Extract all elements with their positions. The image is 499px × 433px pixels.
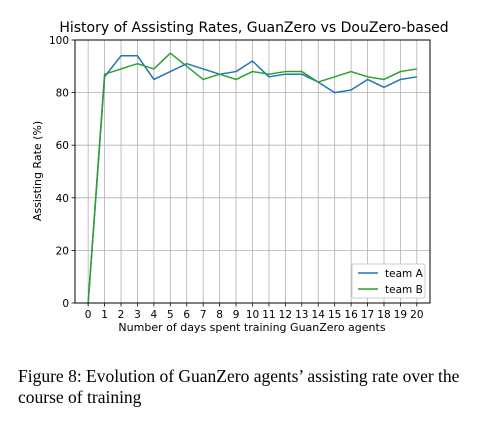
x-axis-label: Number of days spent training GuanZero a…: [118, 321, 385, 334]
x-tick-label: 1: [101, 309, 108, 321]
y-tick-label: 40: [56, 193, 69, 205]
x-tick-label: 11: [262, 309, 275, 321]
x-tick-label: 2: [118, 309, 125, 321]
y-tick-label: 0: [62, 298, 69, 310]
x-tick-label: 15: [328, 309, 341, 321]
x-tick-label: 18: [377, 309, 390, 321]
x-tick-label: 0: [85, 309, 92, 321]
line-chart: History of Assisting Rates, GuanZero vs …: [31, 20, 449, 334]
x-tick-label: 20: [410, 309, 423, 321]
y-tick-label: 80: [56, 88, 69, 100]
x-tick-label: 16: [344, 309, 358, 321]
x-tick-label: 8: [216, 309, 223, 321]
y-tick-label: 20: [56, 245, 69, 257]
x-tick-label: 10: [246, 309, 259, 321]
x-tick-label: 7: [200, 309, 207, 321]
x-tick-label: 13: [295, 309, 308, 321]
figure-caption: Figure 8: Evolution of GuanZero agents’ …: [18, 366, 460, 407]
x-tick-label: 14: [312, 309, 326, 321]
legend-label-team-b: team B: [385, 284, 423, 296]
x-tick-label: 3: [134, 309, 141, 321]
x-tick-label: 19: [394, 309, 407, 321]
legend: team A team B: [351, 263, 426, 299]
y-tick-label: 100: [49, 35, 69, 47]
series-line-team-b: [87, 52, 417, 304]
series-line-team-a: [87, 55, 417, 304]
x-tick-label: 5: [167, 309, 174, 321]
x-tick-label: 6: [183, 309, 190, 321]
x-tick-label: 9: [233, 309, 240, 321]
axis-ticks: 0 1 2 3 4 5 6 7 8 9 10 11 12 13 14 15 16 17 18 19 2002040608…: [49, 35, 424, 321]
x-tick-label: 12: [279, 309, 292, 321]
x-tick-label: 4: [151, 309, 158, 321]
y-tick-label: 60: [56, 140, 69, 152]
legend-label-team-a: team A: [385, 268, 424, 280]
x-tick-label: 17: [361, 309, 374, 321]
y-axis-label: Assisting Rate (%): [31, 121, 44, 221]
chart-title: History of Assisting Rates, GuanZero vs …: [59, 20, 448, 36]
series-lines: [87, 52, 417, 304]
